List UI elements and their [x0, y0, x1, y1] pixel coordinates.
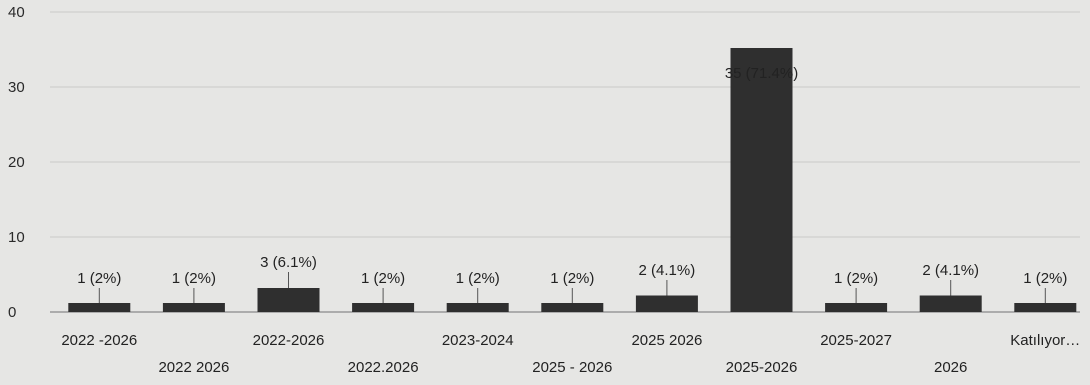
data-label: 3 (6.1%) [260, 254, 317, 271]
bar [68, 303, 131, 312]
y-tick-label: 10 [8, 229, 25, 246]
data-label: 1 (2%) [361, 270, 405, 287]
y-tick-label: 0 [8, 304, 16, 321]
bar [635, 295, 698, 312]
data-label: 1 (2%) [172, 270, 216, 287]
data-label: 1 (2%) [1023, 270, 1067, 287]
y-tick-label: 30 [8, 79, 25, 96]
bar [257, 288, 320, 312]
data-label: 2 (4.1%) [922, 262, 979, 279]
x-category-label: 2026 [934, 359, 967, 376]
x-category-label: 2022.2026 [348, 359, 419, 376]
x-category-label: 2025 2026 [631, 332, 702, 349]
y-axis-ticks: 0 10 20 30 40 [8, 4, 25, 321]
x-category-label: 2022 2026 [158, 359, 229, 376]
bar [352, 303, 415, 312]
bar [730, 48, 793, 312]
data-label: 1 (2%) [550, 270, 594, 287]
bar [919, 295, 982, 312]
x-category-label: 2023-2024 [442, 332, 514, 349]
x-category-label: Katılıyor… [1010, 332, 1080, 349]
x-category-label: 2025-2026 [726, 359, 798, 376]
x-category-label: 2022-2026 [253, 332, 325, 349]
bar [446, 303, 509, 312]
data-label: 1 (2%) [456, 270, 500, 287]
bar [541, 303, 604, 312]
data-label: 1 (2%) [834, 270, 878, 287]
data-label: 1 (2%) [77, 270, 121, 287]
x-category-label: 2025 - 2026 [532, 359, 612, 376]
bar [825, 303, 888, 312]
bar [162, 303, 225, 312]
x-category-label: 2022 -2026 [61, 332, 137, 349]
data-labels: 1 (2%) 1 (2%) 3 (6.1%) 1 (2%) 1 (2%) 1 (2%) 2 … [77, 65, 1067, 303]
data-label: 2 (4.1%) [639, 262, 696, 279]
y-tick-label: 20 [8, 154, 25, 171]
x-category-label: 2025-2027 [820, 332, 892, 349]
data-label: 35 (71.4%) [725, 65, 798, 82]
bars [68, 48, 1077, 312]
bar [1014, 303, 1077, 312]
x-axis-labels: 2022 -2026 2022 2026 2022-2026 2022.2026 202… [61, 332, 1080, 376]
y-tick-label: 40 [8, 4, 25, 21]
